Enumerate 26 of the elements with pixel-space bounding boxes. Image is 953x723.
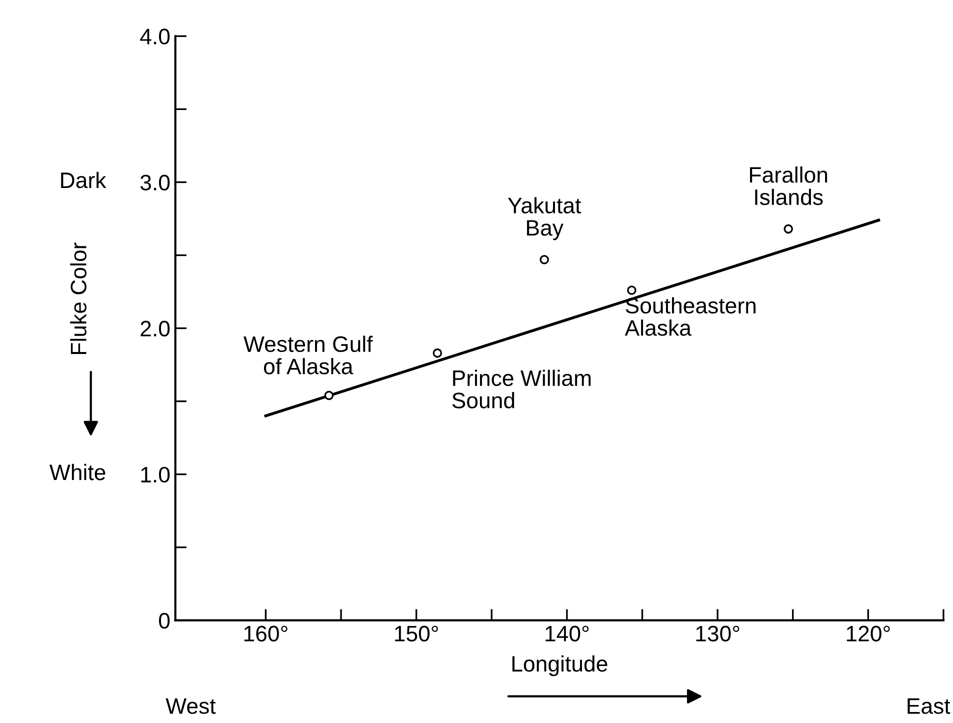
point (627, 286, 636, 295)
y-tick-label: 0 (159, 612, 170, 629)
annotation: Prince William Sound (452, 370, 591, 408)
text: Dark (61, 172, 106, 188)
text: East (908, 698, 950, 714)
y-tick-label: 4.0 (140, 28, 170, 44)
y-axis-title: Fluke Color (70, 242, 86, 354)
y-tick-label: 3.0 (140, 174, 170, 190)
point (540, 254, 549, 264)
annotation: Western Gulf of Alaska (244, 336, 373, 374)
point (784, 224, 793, 234)
point (324, 390, 334, 400)
annotation: Farallon Islands (750, 166, 828, 206)
x-tick-label: 120° (846, 626, 890, 642)
x-tick-label: 160° (244, 626, 288, 642)
annotation: Yakutat Bay (508, 197, 582, 240)
y-tick-label: 2.0 (140, 320, 170, 337)
y-tick-label: 1.0 (141, 466, 170, 483)
x-tick-label: 140° (546, 626, 589, 642)
text: West (166, 698, 216, 714)
x-axis-title: Longitude (512, 655, 608, 676)
x-tick-label: 150° (395, 626, 438, 642)
annotation: Southeastern Alaska (624, 297, 756, 336)
x-tick-label: 130° (696, 626, 740, 642)
point (432, 348, 442, 358)
text: White (50, 464, 106, 480)
